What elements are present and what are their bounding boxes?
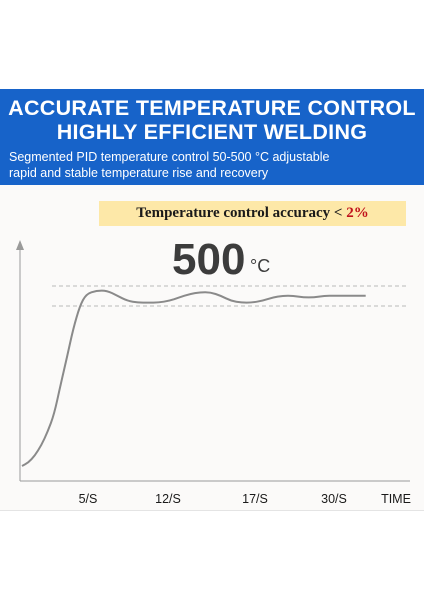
header-banner [0,89,424,185]
subtitle-line-2: rapid and stable temperature rise and re… [9,166,269,180]
y-axis-arrow [16,240,24,250]
accuracy-label: Temperature control accuracy [136,205,331,221]
x-tick-label: 17/S [242,492,268,506]
temperature-curve [21,289,366,467]
x-tick-label: 30/S [321,492,347,506]
accuracy-badge: Temperature control accuracy < 2% [99,201,406,226]
setpoint-value: 500 [172,235,246,284]
x-tick-label: 12/S [155,492,181,506]
headline-line-2: HIGHLY EFFICIENT WELDING [56,120,368,144]
accuracy-symbol: < [333,205,343,221]
x-tick-label: 5/S [79,492,98,506]
headline-line-1: ACCURATE TEMPERATURE CONTROL [8,96,416,120]
chart-panel [0,185,424,511]
subtitle-line-1: Segmented PID temperature control 50-500… [9,150,330,164]
x-axis-label: TIME [381,492,411,506]
setpoint-unit: °C [250,256,271,276]
accuracy-value: 2% [346,205,369,221]
